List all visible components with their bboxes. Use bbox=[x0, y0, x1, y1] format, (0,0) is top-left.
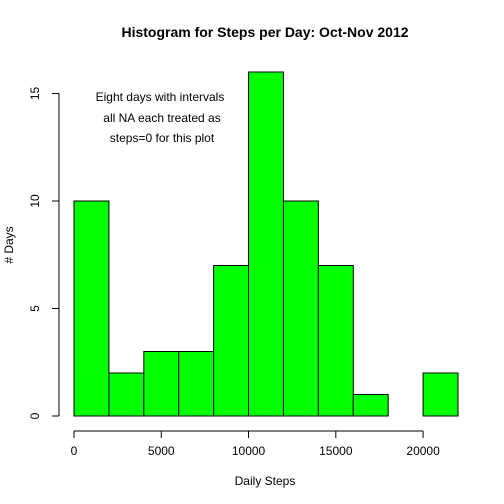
x-tick-label: 20000 bbox=[406, 444, 440, 458]
x-axis-label: Daily Steps bbox=[235, 474, 296, 488]
chart-title: Histogram for Steps per Day: Oct-Nov 201… bbox=[121, 24, 408, 40]
x-tick-label: 0 bbox=[71, 444, 78, 458]
y-tick-label: 15 bbox=[28, 87, 42, 101]
y-tick-label: 0 bbox=[28, 412, 42, 419]
bars-group bbox=[73, 71, 459, 417]
histogram-bar bbox=[352, 394, 389, 417]
histogram-bar bbox=[248, 71, 284, 417]
x-tick-label: 5000 bbox=[148, 444, 175, 458]
x-tick-label: 15000 bbox=[319, 444, 353, 458]
annotation-line-2: all NA each treated as bbox=[103, 111, 220, 125]
histogram-bar bbox=[73, 200, 110, 417]
x-tick-label: 10000 bbox=[232, 444, 266, 458]
y-axis-label: # Days bbox=[2, 226, 16, 263]
histogram-bar bbox=[282, 200, 319, 417]
y-tick-label: 10 bbox=[28, 194, 42, 208]
histogram-bar bbox=[178, 351, 215, 417]
histogram-bar bbox=[143, 351, 180, 417]
histogram-bar bbox=[422, 372, 459, 417]
annotation-line-1: Eight days with intervals bbox=[96, 90, 225, 104]
y-tick-label: 5 bbox=[28, 305, 42, 312]
histogram-bar bbox=[317, 265, 354, 417]
annotation-text: Eight days with intervals all NA each tr… bbox=[96, 90, 225, 145]
y-axis: 0 5 10 15 bbox=[28, 87, 60, 419]
histogram-bar bbox=[213, 265, 250, 417]
x-axis: 0 5000 10000 15000 20000 bbox=[71, 430, 440, 458]
annotation-line-3: steps=0 for this plot bbox=[110, 131, 215, 145]
histogram-bar bbox=[108, 372, 145, 417]
